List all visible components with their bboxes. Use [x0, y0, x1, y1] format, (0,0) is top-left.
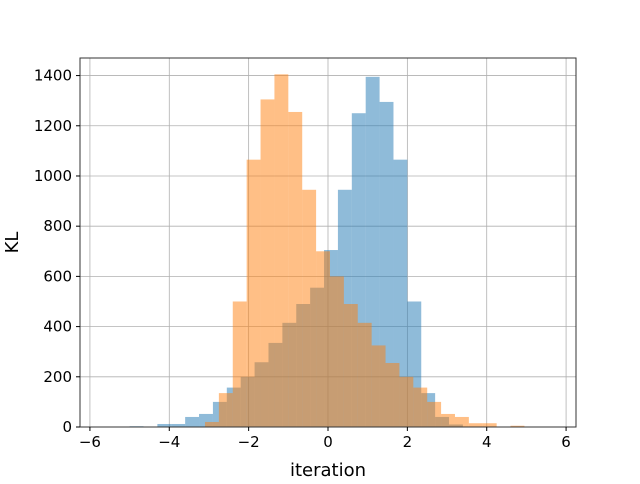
- x-tick-label: 4: [482, 433, 492, 451]
- x-tick-label: 6: [561, 433, 571, 451]
- y-tick-label: 1200: [34, 117, 72, 135]
- histogram-bar-series-2: [427, 401, 442, 427]
- histogram-bar-series-2: [343, 304, 358, 427]
- histogram-bar-series-2: [468, 423, 483, 427]
- y-tick-label: 800: [43, 217, 72, 235]
- histogram-bar-series-2: [246, 159, 261, 427]
- x-tick-label: −4: [158, 433, 180, 451]
- y-tick-label: 0: [62, 418, 72, 436]
- histogram-bar-series-2: [232, 301, 247, 427]
- histogram-bar-series-1: [171, 423, 186, 427]
- x-tick-label: 0: [323, 433, 333, 451]
- y-tick-label: 1400: [34, 67, 72, 85]
- histogram-bars: [129, 74, 525, 427]
- y-axis-ticks: 0 200 400 600 800 1000 1200 1400: [34, 67, 80, 436]
- histogram-bar-series-2: [204, 421, 219, 427]
- histogram-bar-series-2: [302, 189, 317, 427]
- y-axis-label: KL: [2, 232, 23, 254]
- x-tick-label: 2: [403, 433, 413, 451]
- histogram-bar-series-2: [510, 425, 525, 427]
- histogram-bar-series-2: [218, 393, 233, 427]
- histogram-bar-series-2: [441, 413, 455, 427]
- histogram-bar-series-2: [371, 345, 386, 427]
- histogram-bar-series-2: [399, 376, 414, 427]
- y-tick-label: 400: [43, 318, 72, 336]
- histogram-bar-series-2: [385, 362, 400, 427]
- histogram-bar-series-1: [185, 416, 200, 427]
- x-axis-label: iteration: [290, 460, 366, 480]
- y-tick-label: 200: [43, 368, 72, 386]
- histogram-bar-series-2: [316, 251, 330, 427]
- histogram-bar-series-2: [357, 322, 372, 427]
- y-tick-label: 1000: [34, 167, 72, 185]
- histogram-bar-series-2: [260, 99, 275, 427]
- x-tick-label: −2: [238, 433, 260, 451]
- histogram-bar-series-2: [288, 111, 303, 427]
- x-tick-label: −6: [79, 433, 101, 451]
- histogram-bar-series-2: [329, 276, 344, 427]
- x-axis-ticks: −6 −4 −2 0 2 4 6: [79, 427, 571, 451]
- histogram-bar-series-1: [393, 159, 408, 427]
- histogram-bar-series-2: [413, 387, 428, 427]
- histogram-bar-series-2: [274, 74, 289, 427]
- histogram-bar-series-1: [157, 423, 172, 427]
- y-tick-label: 600: [43, 267, 72, 285]
- histogram-bar-series-2: [482, 423, 497, 427]
- histogram-bar-series-2: [454, 416, 469, 427]
